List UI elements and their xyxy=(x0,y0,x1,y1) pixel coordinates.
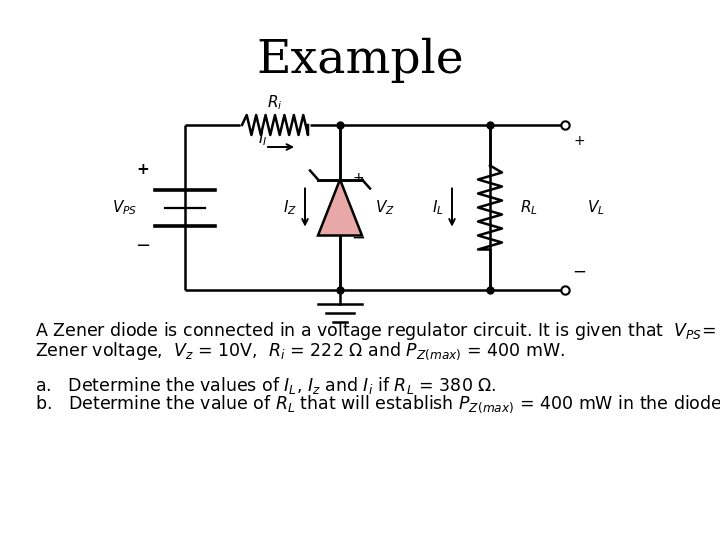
Text: $V_L$: $V_L$ xyxy=(587,198,605,217)
Text: −: − xyxy=(135,237,150,254)
Text: −: − xyxy=(351,228,365,246)
Text: $I_Z$: $I_Z$ xyxy=(283,198,297,217)
Text: +: + xyxy=(573,134,585,148)
Text: Example: Example xyxy=(256,38,464,83)
Text: $R_L$: $R_L$ xyxy=(520,198,538,217)
Text: $R_i$: $R_i$ xyxy=(267,93,283,112)
Text: +: + xyxy=(137,162,149,177)
Text: −: − xyxy=(572,263,586,281)
Text: +: + xyxy=(352,171,364,185)
Text: $V_{PS}$: $V_{PS}$ xyxy=(112,198,138,217)
Text: a.   Determine the values of $I_L$, $I_z$ and $I_i$ if $R_L$ = 380 Ω.: a. Determine the values of $I_L$, $I_z$ … xyxy=(35,375,497,396)
Text: $V_Z$: $V_Z$ xyxy=(375,198,395,217)
Polygon shape xyxy=(318,179,362,235)
Text: A Zener diode is connected in a voltage regulator circuit. It is given that  $V_: A Zener diode is connected in a voltage … xyxy=(35,320,720,342)
Text: Zener voltage,  $V_z$ = 10V,  $R_i$ = 222 Ω and $P_{Z(max)}$ = 400 mW.: Zener voltage, $V_z$ = 10V, $R_i$ = 222 … xyxy=(35,340,565,362)
Text: $I_L$: $I_L$ xyxy=(432,198,444,217)
Text: $I_I$: $I_I$ xyxy=(258,130,268,148)
Text: b.   Determine the value of $R_L$ that will establish $P_{Z(max)}$ = 400 mW in t: b. Determine the value of $R_L$ that wil… xyxy=(35,393,720,415)
